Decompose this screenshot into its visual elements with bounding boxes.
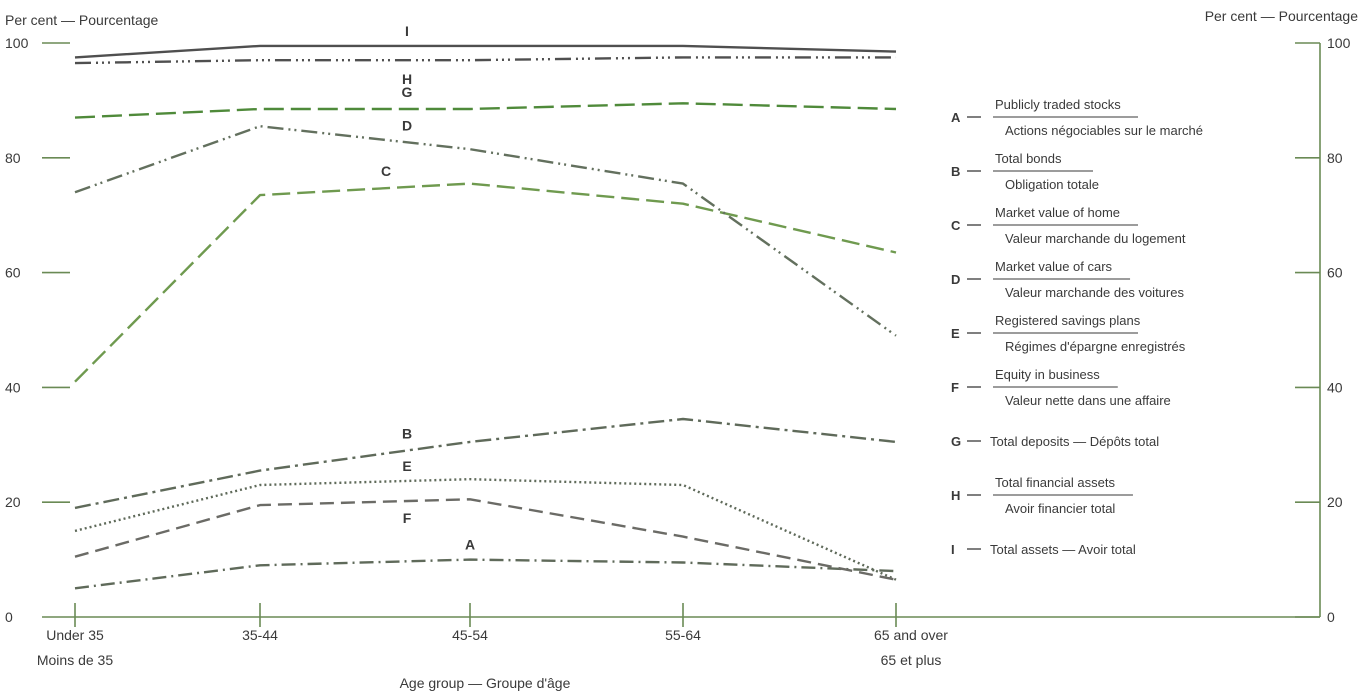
legend-letter: I — [951, 542, 955, 557]
legend-label-en: Total bonds — [995, 151, 1062, 166]
series-line-g — [74, 102, 897, 119]
legend-label-en: Market value of cars — [995, 259, 1113, 274]
y-tick-label-left: 80 — [5, 150, 21, 166]
x-tick-label: 35-44 — [242, 627, 278, 643]
legend-letter: G — [951, 434, 961, 449]
legend-item-f: F Equity in business Valeur nette dans une… — [951, 367, 1171, 408]
x-tick-label-line2: 65 et plus — [881, 652, 942, 668]
legend-letter: F — [951, 380, 959, 395]
legend-label-fr: Valeur nette dans une affaire — [1005, 393, 1171, 408]
legend-label-en: Market value of home — [995, 205, 1120, 220]
y-tick-label-right: 80 — [1327, 150, 1343, 166]
legend-label-en: Total financial assets — [995, 475, 1115, 490]
legend-label-fr: Avoir financier total — [1005, 501, 1115, 516]
y-tick-label-right: 0 — [1327, 609, 1335, 625]
legend-label-en: Equity in business — [995, 367, 1100, 382]
legend-item-a: A Publicly traded stocks Actions négociabl… — [951, 97, 1203, 138]
legend-item-e: E Registered savings plans Régimes d'éparg… — [951, 313, 1186, 354]
y-axis-label-left: Per cent — Pourcentage — [5, 12, 159, 28]
legend-item-g: G Total deposits — Dépôts total — [951, 434, 1159, 449]
legend-letter: B — [951, 164, 960, 179]
legend-label-fr: Valeur marchande des voitures — [1005, 285, 1184, 300]
x-tick-label: Under 35 — [46, 627, 104, 643]
legend-letter: E — [951, 326, 960, 341]
legend-label-en: Registered savings plans — [995, 313, 1141, 328]
series-line-a — [74, 558, 897, 590]
series-label-i: I — [405, 23, 409, 39]
legend-letter: C — [951, 218, 961, 233]
series-labels: A B C D E F GH I — [381, 23, 475, 553]
x-tick-label: 55-64 — [665, 627, 701, 643]
series-line-b — [74, 417, 897, 510]
x-axis-label: Age group — Groupe d'âge — [400, 675, 571, 691]
legend-letter: H — [951, 488, 960, 503]
series-line-i — [74, 44, 897, 59]
x-tick-label: 65 and over — [874, 627, 948, 643]
series-line-d — [74, 124, 897, 337]
series-line-f — [74, 498, 897, 581]
series-label-g: G — [402, 84, 413, 100]
series-label-h: H — [402, 71, 412, 87]
legend-label-fr: Obligation totale — [1005, 177, 1099, 192]
x-tick-label-line2: Moins de 35 — [37, 652, 113, 668]
y-tick-label-right: 100 — [1327, 35, 1351, 51]
legend: A Publicly traded stocks Actions négociabl… — [951, 97, 1203, 557]
axes: 0 0 20 20 40 40 60 60 80 80 100 100 Under 35 Moins de… — [5, 35, 1351, 668]
series-label-e: E — [402, 458, 411, 474]
legend-label-fr: Actions négociables sur le marché — [1005, 123, 1203, 138]
y-tick-label-left: 0 — [5, 609, 13, 625]
series-line-e — [74, 478, 897, 581]
series-label-f: F — [403, 510, 412, 526]
legend-item-b: B Total bonds Obligation totale — [951, 151, 1099, 192]
y-tick-label-right: 40 — [1327, 379, 1343, 395]
legend-label: Total deposits — Dépôts total — [990, 434, 1159, 449]
legend-label: Total assets — Avoir total — [990, 542, 1136, 557]
legend-item-d: D Market value of cars Valeur marchande de… — [951, 259, 1184, 300]
series-label-a: A — [465, 537, 475, 553]
series-line-c — [74, 182, 897, 383]
y-axis-label-right: Per cent — Pourcentage — [1205, 8, 1359, 24]
series-label-c: C — [381, 163, 391, 179]
legend-label-fr: Valeur marchande du logement — [1005, 231, 1186, 246]
y-tick-label-left: 60 — [5, 265, 21, 281]
y-tick-label-right: 20 — [1327, 494, 1343, 510]
series-label-d: D — [402, 117, 412, 133]
legend-item-i: I Total assets — Avoir total — [951, 542, 1136, 557]
series-layer — [74, 44, 897, 590]
y-tick-label-left: 100 — [5, 35, 29, 51]
y-tick-label-left: 20 — [5, 494, 21, 510]
legend-item-h: H Total financial assets Avoir financier t… — [951, 475, 1133, 516]
legend-item-c: C Market value of home Valeur marchande du… — [951, 205, 1186, 246]
legend-label-en: Publicly traded stocks — [995, 97, 1121, 112]
y-tick-label-left: 40 — [5, 379, 21, 395]
x-tick-label: 45-54 — [452, 627, 488, 643]
legend-letter: A — [951, 110, 961, 125]
legend-letter: D — [951, 272, 960, 287]
series-line-h — [74, 56, 896, 65]
series-label-b: B — [402, 426, 412, 442]
y-tick-label-right: 60 — [1327, 265, 1343, 281]
legend-label-fr: Régimes d'épargne enregistrés — [1005, 339, 1186, 354]
